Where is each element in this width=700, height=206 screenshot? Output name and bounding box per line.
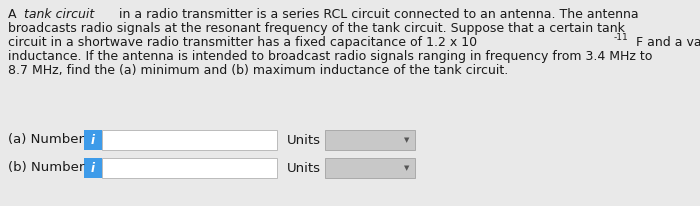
- Text: Units: Units: [287, 162, 321, 174]
- Text: tank circuit: tank circuit: [24, 8, 94, 21]
- Text: ▼: ▼: [405, 165, 409, 171]
- Text: i: i: [91, 133, 95, 146]
- FancyBboxPatch shape: [325, 158, 415, 178]
- Text: circuit in a shortwave radio transmitter has a fixed capacitance of 1.2 x 10: circuit in a shortwave radio transmitter…: [8, 36, 477, 49]
- Text: -11: -11: [613, 33, 628, 42]
- Text: inductance. If the antenna is intended to broadcast radio signals ranging in fre: inductance. If the antenna is intended t…: [8, 50, 652, 63]
- Text: A: A: [8, 8, 20, 21]
- Text: (a) Number: (a) Number: [8, 133, 84, 146]
- Text: 8.7 MHz, find the (a) minimum and (b) maximum inductance of the tank circuit.: 8.7 MHz, find the (a) minimum and (b) ma…: [8, 64, 508, 77]
- Text: (b) Number: (b) Number: [8, 162, 85, 174]
- Text: Units: Units: [287, 133, 321, 146]
- Text: F and a variable: F and a variable: [632, 36, 700, 49]
- FancyBboxPatch shape: [84, 130, 102, 150]
- FancyBboxPatch shape: [102, 158, 277, 178]
- Text: broadcasts radio signals at the resonant frequency of the tank circuit. Suppose : broadcasts radio signals at the resonant…: [8, 22, 625, 35]
- FancyBboxPatch shape: [102, 130, 277, 150]
- Text: in a radio transmitter is a series RCL circuit connected to an antenna. The ante: in a radio transmitter is a series RCL c…: [115, 8, 638, 21]
- FancyBboxPatch shape: [84, 158, 102, 178]
- Text: ▼: ▼: [405, 137, 409, 143]
- Text: i: i: [91, 162, 95, 174]
- FancyBboxPatch shape: [325, 130, 415, 150]
